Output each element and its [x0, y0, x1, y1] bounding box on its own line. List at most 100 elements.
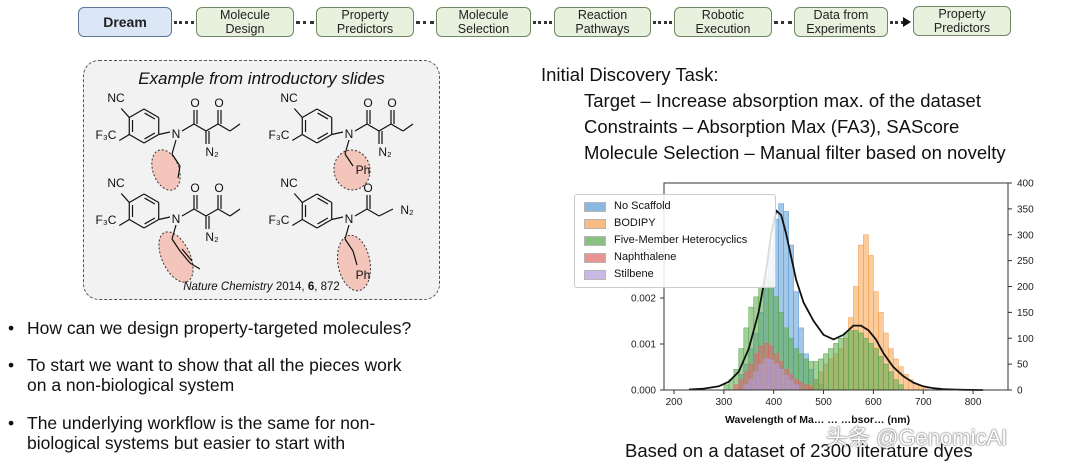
- bullet-text: How can we design property-targeted mole…: [27, 318, 412, 338]
- atom-label: O: [214, 181, 223, 195]
- bullet-text: To start we want to show that all the pi…: [27, 355, 402, 395]
- atom-label: N₂: [205, 230, 219, 244]
- bond: [143, 133, 160, 144]
- bond: [171, 238, 181, 252]
- atom-label: NC: [107, 176, 125, 190]
- bond: [128, 133, 145, 144]
- y-right-tick-label: 100: [1017, 334, 1034, 345]
- bond: [317, 132, 329, 140]
- legend-label: BODIPY: [614, 217, 656, 229]
- histogram-bar: [843, 332, 849, 391]
- histogram-bar: [883, 363, 889, 391]
- bond: [229, 123, 241, 132]
- histogram-bar: [743, 384, 750, 391]
- atom-label: N: [172, 127, 181, 141]
- atom-label: O: [190, 181, 199, 195]
- workflow-step-label: Data from Experiments: [806, 8, 876, 36]
- bond: [352, 250, 358, 266]
- histogram-bar: [738, 379, 745, 391]
- atom-label: Ph: [356, 268, 371, 282]
- bullet-text: The underlying workflow is the same for …: [27, 413, 376, 453]
- dataset-note: Based on a dataset of 2300 literature dy…: [625, 440, 973, 461]
- x-tick-label: 800: [965, 397, 982, 408]
- connector: [296, 21, 314, 24]
- bond: [354, 123, 368, 132]
- histogram-bar: [838, 337, 844, 391]
- histogram-bar: [823, 353, 829, 391]
- atom-label: N₂: [400, 203, 414, 217]
- kde-curve: [688, 208, 984, 391]
- bond: [344, 139, 350, 155]
- atom-label: N: [172, 212, 181, 226]
- highlight-ellipse: [158, 231, 194, 283]
- histogram-bar: [783, 375, 789, 391]
- bond: [143, 218, 160, 229]
- highlight-ellipse: [337, 234, 371, 292]
- bond: [378, 208, 394, 217]
- bond: [179, 250, 191, 264]
- arrow-head-icon: [903, 17, 911, 27]
- bond: [331, 216, 344, 221]
- bullet-dot: •: [8, 318, 15, 338]
- citation: Nature Chemistry 2014, 6, 872: [84, 281, 439, 293]
- atom-label: F₃C: [269, 213, 290, 227]
- histogram-bar: [888, 371, 894, 391]
- histogram-bar: [893, 379, 899, 391]
- citation-volume: 6: [307, 281, 315, 293]
- citation-year: 2014,: [272, 281, 308, 293]
- highlight-ellipse: [151, 149, 181, 191]
- histogram-bar: [793, 384, 799, 391]
- bond: [291, 218, 303, 227]
- bond: [143, 108, 160, 119]
- bond: [181, 123, 195, 132]
- bond: [177, 165, 181, 179]
- legend-swatch: [584, 236, 606, 246]
- workflow-step-label: Property Predictors: [933, 7, 991, 35]
- histogram-bar: [828, 348, 834, 391]
- histogram-bar: [733, 384, 740, 391]
- citation-pages: , 872: [314, 281, 340, 293]
- y-right-tick-label: 50: [1017, 360, 1029, 371]
- example-title: Example from introductory slides: [138, 69, 385, 88]
- histogram-bar: [853, 330, 859, 391]
- workflow-step-label: Property Predictors: [336, 8, 394, 36]
- x-tick-label: 600: [865, 397, 882, 408]
- workflow-step-label: Molecule Design: [219, 8, 271, 36]
- atom-label: O: [190, 96, 199, 110]
- atom-label: F₃C: [96, 128, 117, 142]
- histogram-bar: [753, 371, 760, 391]
- atom-label: Ph: [356, 163, 371, 177]
- bond: [128, 108, 145, 119]
- y-right-tick-label: 400: [1017, 179, 1034, 190]
- workflow-step-molecule-design: Molecule Design: [196, 7, 294, 37]
- example-molecules-panel: Example from introductory slides NC F₃C N O…: [83, 60, 440, 300]
- bond: [293, 193, 303, 203]
- connector: [774, 21, 792, 24]
- y-left-tick-label: 0.002: [631, 294, 656, 305]
- atom-label: F₃C: [269, 128, 290, 142]
- bond: [181, 208, 195, 217]
- workflow-step-property-predictors-final: Property Predictors: [913, 6, 1011, 36]
- histogram-bar: [803, 384, 809, 391]
- atom-label: O: [363, 181, 372, 195]
- bond: [317, 112, 329, 120]
- bond: [229, 208, 241, 217]
- y-right-tick-label: 350: [1017, 204, 1034, 215]
- bond: [120, 193, 130, 203]
- histogram-bar: [808, 361, 814, 391]
- bond: [144, 197, 156, 205]
- atom-label: NC: [280, 91, 298, 105]
- histogram-bar: [878, 356, 884, 391]
- x-tick-label: 500: [815, 397, 832, 408]
- bond: [378, 123, 392, 132]
- bond: [402, 123, 414, 132]
- workflow-step-property-predictors: Property Predictors: [316, 7, 414, 37]
- atom-label: O: [214, 96, 223, 110]
- bond: [366, 123, 380, 132]
- x-tick-label: 400: [765, 397, 782, 408]
- absorption-histogram: 200 300 400 500 600 700 800 0 50 100 150 200 250 300 3…: [560, 175, 1080, 437]
- bond: [390, 123, 404, 132]
- atom-label: N: [345, 127, 354, 141]
- histogram-bar: [763, 358, 770, 391]
- atom-label: N: [345, 212, 354, 226]
